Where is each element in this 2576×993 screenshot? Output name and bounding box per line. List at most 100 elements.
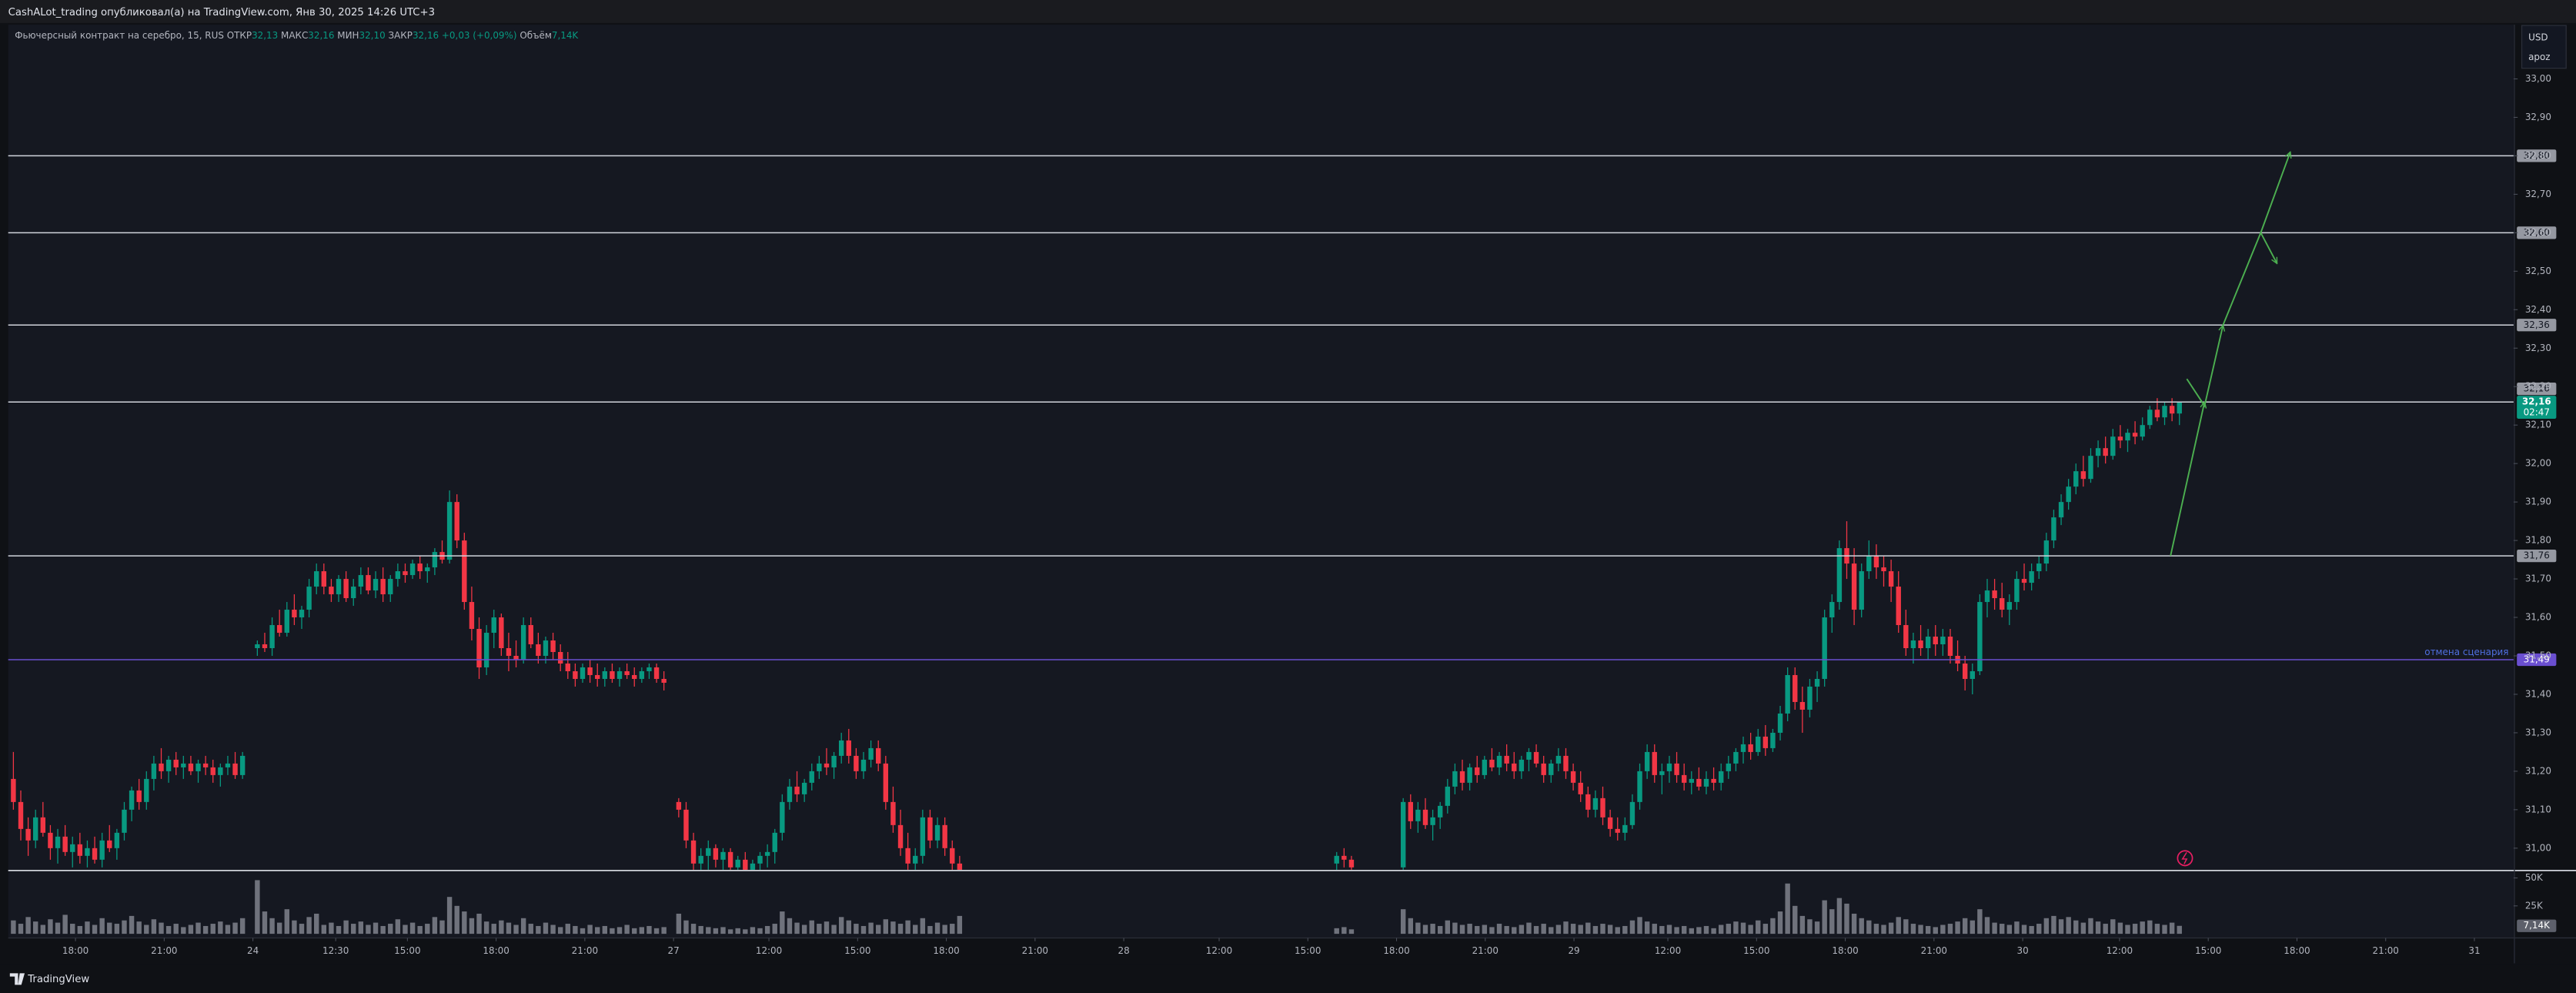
candle-body <box>854 755 859 771</box>
volume-bar <box>403 924 408 934</box>
volume-bar <box>1807 919 1813 934</box>
candle-body <box>1925 637 1931 649</box>
volume-bar <box>1955 921 1960 934</box>
legend-open: 32,13 <box>252 29 278 40</box>
candle-body <box>1489 759 1495 767</box>
candle-body <box>639 670 645 679</box>
candle-body <box>698 855 703 864</box>
volume-bar <box>1622 925 1628 934</box>
candle-body <box>1400 801 1406 868</box>
scale-mode[interactable]: apoz <box>2528 52 2550 62</box>
scale-box[interactable] <box>2521 25 2567 69</box>
candle-body <box>683 809 689 841</box>
level-label: 32,80 <box>2524 150 2550 161</box>
volume-bar <box>1925 925 1931 934</box>
volume-bar <box>817 924 822 934</box>
candle-body <box>610 670 615 679</box>
candle-body <box>565 663 570 671</box>
candle-body <box>425 567 430 572</box>
x-tick-label: 24 <box>247 945 259 956</box>
candle-body <box>351 587 356 599</box>
volume-bar <box>838 917 844 934</box>
y-tick-label: 31,80 <box>2525 535 2551 546</box>
volume-bar <box>890 921 896 934</box>
candle-body <box>1526 751 1532 760</box>
volume-bar <box>2125 924 2130 934</box>
candle-body <box>934 824 941 841</box>
candle-body <box>757 855 763 864</box>
y-tick-label: 32,70 <box>2525 189 2551 199</box>
volume-bar <box>1866 920 1872 934</box>
candle-body <box>462 540 467 603</box>
candle-body <box>380 579 386 595</box>
candle-body <box>876 747 881 764</box>
candle-body <box>2073 471 2079 487</box>
volume-bar <box>1770 918 1776 934</box>
candle-body <box>1445 786 1451 806</box>
volume-bar <box>136 921 142 934</box>
candle-body <box>653 667 660 679</box>
volume-bar <box>809 920 814 934</box>
volume-bar <box>1888 922 1894 934</box>
candle-body <box>772 832 777 852</box>
candle-body <box>513 655 519 660</box>
candle-body <box>262 644 268 649</box>
volume-bar <box>85 921 90 934</box>
volume-bar <box>1970 920 1975 934</box>
candle-body <box>1607 817 1613 829</box>
level-label: 32,16 <box>2524 383 2550 394</box>
volume-bar <box>727 929 733 934</box>
candle-body <box>165 759 172 771</box>
volume-bar <box>1674 927 1679 934</box>
volume-bar <box>1408 918 1413 934</box>
candle-body <box>33 817 38 841</box>
volume-bar <box>1600 924 1605 934</box>
volume-bar <box>2021 924 2027 934</box>
candle-body <box>595 674 600 679</box>
volume-bar <box>1799 915 1806 934</box>
volume-bar <box>1822 900 1827 934</box>
candle-body <box>483 633 489 667</box>
volume-bar <box>351 924 356 934</box>
candle-body <box>2029 571 2034 583</box>
volume-bar <box>388 924 393 934</box>
volume-bar <box>2162 924 2167 934</box>
volume-bar <box>1844 903 1849 934</box>
candle-body <box>136 790 142 802</box>
candle-body <box>1555 755 1562 764</box>
volume-bar <box>11 920 16 934</box>
candle-body <box>232 763 238 775</box>
volume-bar <box>1430 924 1435 934</box>
legend-close: 32,16 <box>413 29 439 40</box>
candle-body <box>690 840 697 864</box>
volume-bar <box>1756 920 1761 934</box>
candle-body <box>1918 640 1923 649</box>
y-tick-label: 32,30 <box>2525 343 2551 353</box>
volume-bar <box>114 924 120 934</box>
volume-bar <box>1829 909 1835 934</box>
volume-bar <box>1445 920 1451 934</box>
x-tick-label: 27 <box>668 945 680 956</box>
volume-bar <box>255 880 260 934</box>
x-tick-label: 15:00 <box>1295 945 1321 956</box>
volume-bar <box>225 924 231 934</box>
volume-bar <box>358 921 364 934</box>
volume-bar <box>1851 913 1857 934</box>
candle-body <box>218 767 223 775</box>
candle-body <box>506 648 512 656</box>
volume-bar <box>1475 925 1480 934</box>
volume-bar <box>1910 924 1916 934</box>
candle-body <box>809 771 814 783</box>
volume-bar <box>2147 920 2153 934</box>
currency[interactable]: USD <box>2528 32 2548 43</box>
candle-body <box>403 571 408 576</box>
candle-body <box>897 824 904 848</box>
event-icon[interactable] <box>2177 850 2193 867</box>
candle-body <box>276 625 282 634</box>
volume-bar <box>854 924 859 934</box>
y-tick-label: 31,50 <box>2525 650 2551 660</box>
candle-body <box>173 759 179 767</box>
volume-bar <box>432 917 438 934</box>
volume-bar <box>860 925 867 934</box>
candle-body <box>868 747 874 760</box>
